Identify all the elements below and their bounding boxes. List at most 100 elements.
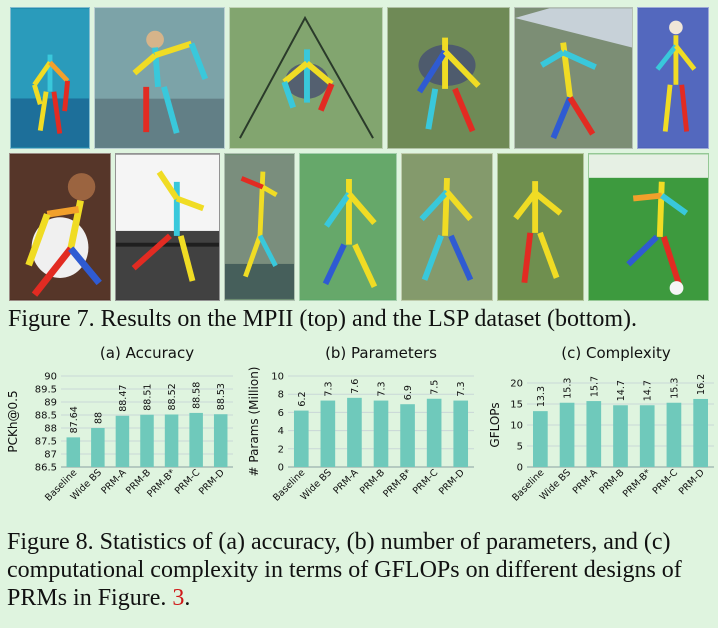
- lsp-photo-climber: [224, 153, 295, 301]
- category-label: PRM-C: [173, 467, 203, 497]
- category-label: PRM-B*: [621, 467, 654, 500]
- lsp-photo-hurdler: [115, 153, 220, 301]
- figure-8-caption: Figure 8. Statistics of (a) accuracy, (b…: [7, 528, 715, 612]
- lsp-photo-fielder: [401, 153, 493, 301]
- data-label: 88.52: [167, 383, 178, 410]
- bar-prm-c: [666, 402, 682, 467]
- bar-wide-bs: [559, 402, 575, 467]
- category-label: PRM-A: [99, 467, 129, 497]
- lsp-photo-runner: [497, 153, 584, 301]
- bar-prm-a: [115, 415, 130, 467]
- mpii-photo-wading: [94, 7, 225, 149]
- bar-prm-d: [453, 400, 469, 467]
- figure-8-caption-text: Figure 8. Statistics of (a) accuracy, (b…: [7, 529, 682, 612]
- bar-baseline: [533, 411, 548, 467]
- chart-title: (b) Parameters: [325, 344, 437, 362]
- y-axis-label: # Params (Million): [247, 367, 261, 477]
- y-tick-label: 89: [44, 398, 57, 409]
- lsp-photo-boxer: [9, 153, 111, 301]
- y-axis-label: GFLOPs: [488, 402, 502, 447]
- y-tick-label: 20: [510, 379, 523, 390]
- complexity-chart-svg: (c) ComplexityGFLOPs0510152013.3Baseline…: [488, 344, 714, 504]
- category-label: PRM-B*: [381, 467, 414, 500]
- mpii-photo-harness: [229, 7, 383, 149]
- category-label: PRM-D: [677, 467, 707, 497]
- data-label: 88.47: [118, 385, 129, 412]
- data-label: 14.7: [616, 380, 627, 401]
- y-tick-label: 0: [278, 463, 284, 474]
- bar-prm-d: [213, 414, 228, 467]
- pose-skeleton-icon: [11, 8, 89, 148]
- y-tick-label: 10: [510, 421, 523, 432]
- data-label: 16.2: [696, 374, 707, 395]
- data-label: 87.64: [69, 406, 80, 433]
- category-label: PRM-D: [197, 467, 227, 497]
- mpii-photo-hiker: [514, 7, 633, 149]
- bar-prm-c: [426, 398, 442, 467]
- chart-title: (a) Accuracy: [100, 344, 194, 362]
- data-label: 88.51: [143, 384, 154, 411]
- bar-prm-a: [347, 397, 362, 467]
- complexity-chart: (c) Complexity GFLOPs 0 5 10 15 20 13.3 Baseline…: [479, 342, 718, 527]
- y-tick-label: 86.5: [35, 463, 57, 474]
- data-label: 15.3: [669, 378, 680, 399]
- mpii-photo-dancer: [637, 7, 709, 149]
- data-label: 7.6: [350, 379, 361, 394]
- y-tick-label: 89.5: [35, 385, 57, 396]
- parameters-chart: (b) Parameters # Params (Million) 0 2 4 6 8 10 6…: [238, 342, 479, 527]
- bar-prm-d: [693, 398, 708, 467]
- bar-prm-b: [140, 414, 154, 467]
- y-tick-label: 8: [278, 390, 284, 401]
- y-tick-label: 15: [510, 400, 523, 411]
- category-label: PRM-A: [571, 467, 601, 497]
- data-label: 88.58: [192, 382, 203, 409]
- data-label: 6.2: [297, 391, 308, 406]
- y-tick-label: 88.5: [35, 411, 57, 422]
- data-label: 13.3: [536, 386, 547, 407]
- category-label: PRM-C: [411, 467, 441, 497]
- y-tick-label: 87.5: [35, 437, 57, 448]
- data-label: 88: [93, 412, 104, 424]
- data-label: 15.3: [563, 378, 574, 399]
- data-label: 6.9: [403, 385, 414, 400]
- y-tick-label: 5: [517, 442, 523, 453]
- bar-prm-b-: [164, 414, 179, 467]
- bar-prm-a: [586, 401, 602, 467]
- y-tick-label: 90: [44, 372, 57, 383]
- bar-prm-b: [373, 400, 389, 467]
- mpii-photo-swimmer: [10, 7, 90, 149]
- bar-wide-bs: [320, 400, 336, 467]
- y-tick-label: 10: [271, 372, 284, 383]
- data-label: 7.3: [456, 381, 467, 396]
- bar-prm-c: [189, 412, 203, 467]
- y-tick-label: 4: [278, 426, 284, 437]
- y-tick-label: 87: [44, 450, 57, 461]
- category-label: PRM-A: [331, 467, 361, 497]
- y-tick-label: 0: [517, 463, 523, 474]
- figure-8-caption-period: .: [184, 585, 191, 612]
- category-label: PRM-C: [651, 467, 681, 497]
- bar-prm-b: [613, 405, 628, 467]
- mpii-photo-bending: [387, 7, 510, 149]
- lsp-photo-soccer: [588, 153, 709, 301]
- bar-prm-b-: [400, 404, 415, 467]
- bar-prm-b-: [639, 405, 655, 467]
- bar-baseline: [293, 410, 309, 467]
- accuracy-chart: (a) Accuracy PCKh@0.5 86.5 87 87.5 88 88.5 89 89…: [0, 342, 238, 527]
- figure-7-caption: Figure 7. Results on the MPII (top) and …: [8, 306, 638, 332]
- chart-title: (c) Complexity: [561, 344, 671, 362]
- data-label: 7.5: [430, 380, 441, 395]
- y-tick-label: 88: [44, 424, 57, 435]
- bar-baseline: [66, 437, 81, 467]
- y-tick-label: 6: [278, 408, 284, 419]
- figure-reference-link[interactable]: 3: [172, 585, 185, 612]
- bar-wide-bs: [91, 428, 105, 467]
- data-label: 7.3: [377, 381, 388, 396]
- parameters-chart-svg: (b) Parameters # Params (Million) 0 2 4 6 8 10 6…: [247, 344, 474, 504]
- data-label: 15.7: [589, 376, 600, 397]
- data-label: 14.7: [643, 380, 654, 401]
- y-axis-label: PCKh@0.5: [6, 390, 20, 452]
- lsp-photo-badminton: [299, 153, 397, 301]
- data-label: 7.3: [323, 381, 334, 396]
